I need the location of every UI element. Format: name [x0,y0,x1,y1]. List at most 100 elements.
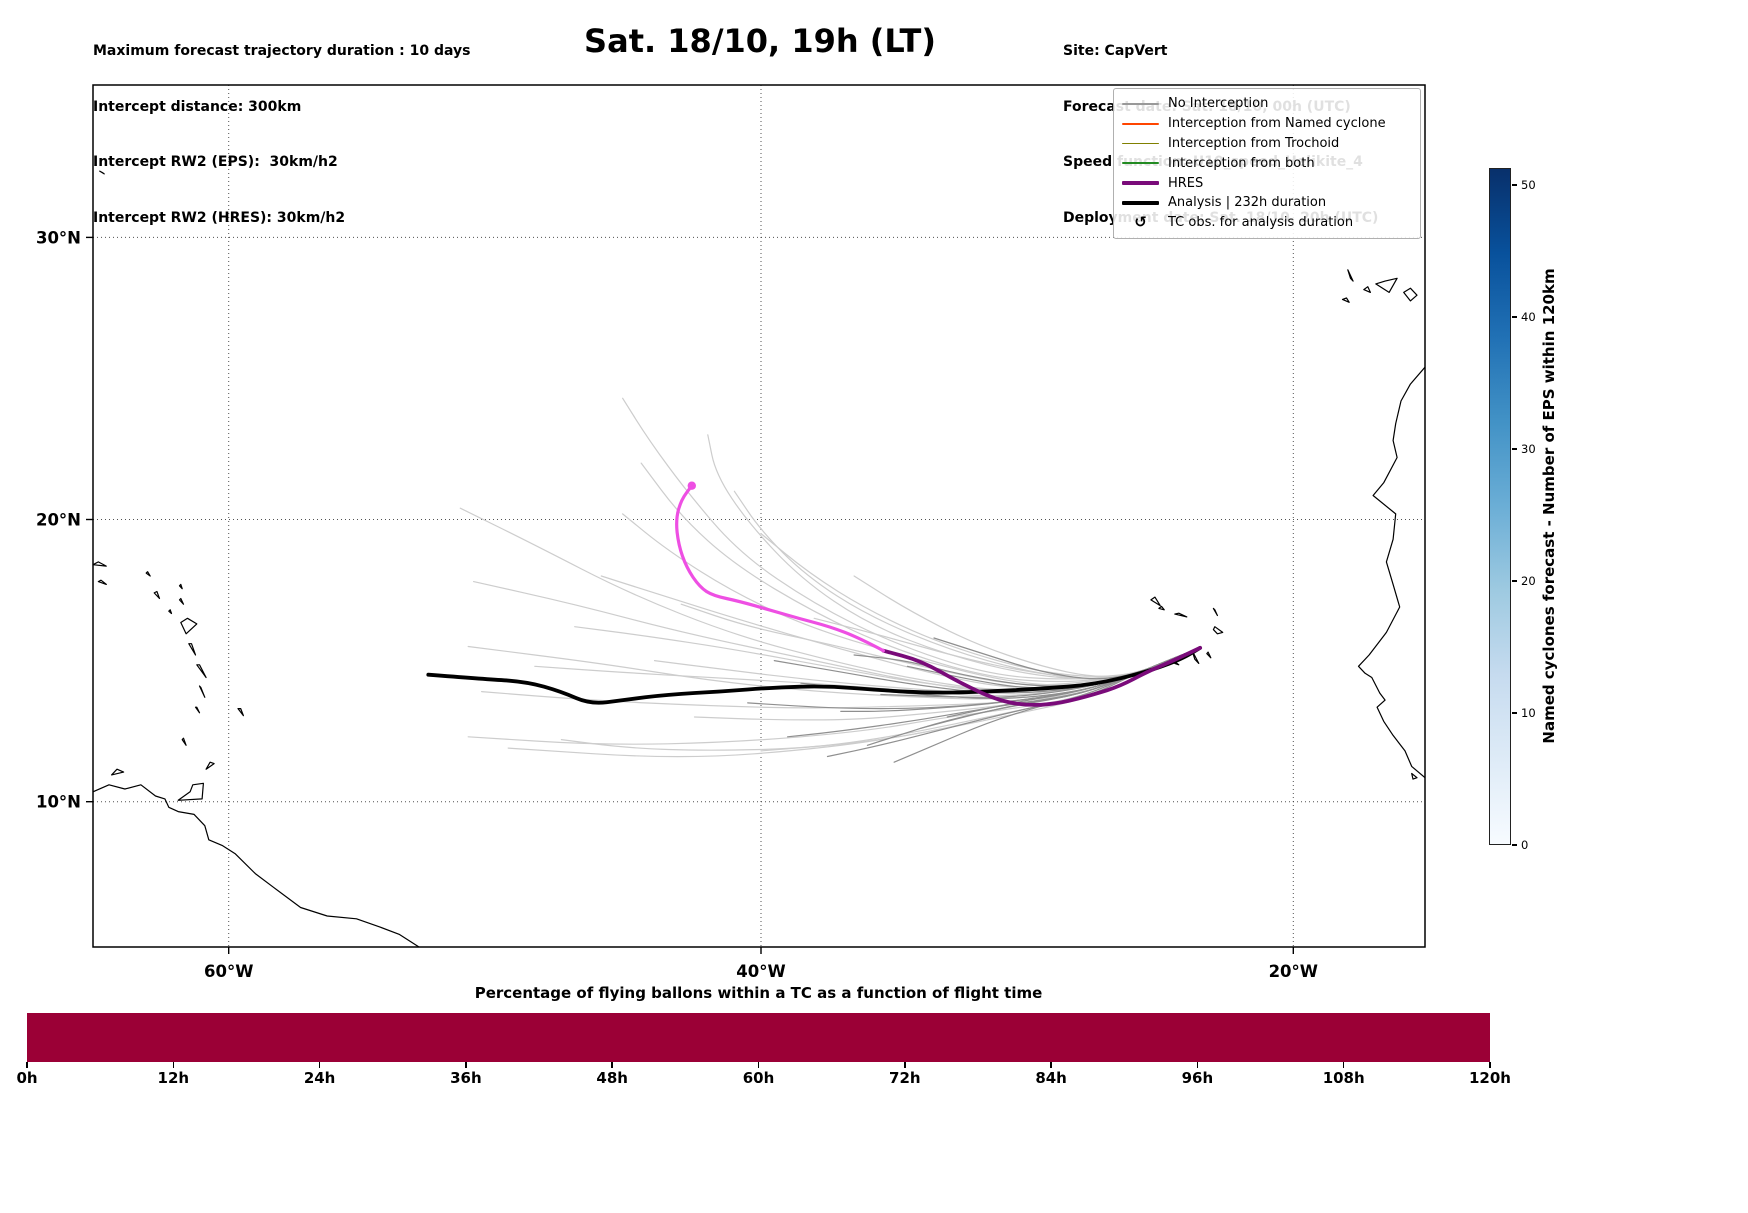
legend-entry: Analysis | 232h duration [1122,193,1412,213]
legend-label: Interception from Trochoid [1168,135,1340,151]
flight-time-tickmark [1050,1062,1052,1068]
flight-time-tickmark [318,1062,321,1068]
colorbar-tickmark [1512,184,1517,186]
flight-time-tick-label: 12h [157,1069,190,1087]
eps-highlight-trajectory [675,484,885,653]
flight-time-tickmark [172,1062,175,1068]
flight-time-tickmark [904,1062,906,1068]
coastline-south-america-coast [93,784,420,947]
flight-time-tick-label: 60h [742,1069,775,1087]
flight-time-tick-label: 120h [1469,1069,1511,1087]
coastline-capeverde-maio [1206,651,1212,659]
legend-line-sample [1122,181,1159,186]
coastline-antilles-guadeloupe [180,617,198,635]
legend-line-sample [1122,103,1159,105]
legend-entry: HRES [1122,173,1412,193]
coastline-margarita-island [111,768,125,776]
flight-time-tick-label: 96h [1181,1069,1214,1087]
flight-time-tickmark [1196,1062,1199,1068]
colorbar-label: Named cyclones forecast - Number of EPS … [1540,268,1558,744]
legend-line-swatch [1122,162,1159,165]
coastline-antilles-dominica [188,643,197,656]
flight-time-tick-label: 36h [450,1069,482,1087]
tc-obs-symbol-icon: ↺ [1134,213,1147,232]
legend-label: Analysis | 232h duration [1168,195,1327,211]
legend-line-sample [1122,200,1159,205]
legend-entry: ↺ TC obs. for analysis duration [1122,213,1412,233]
lon-tick-label: 20°W [1269,962,1318,981]
flight-time-tickmark [465,1062,467,1068]
coastline-st-croix [97,579,107,585]
coastline-canary-el-hierro [1341,297,1350,303]
param-intercept-distance: Intercept distance: 300km [93,98,302,115]
legend-label: Interception from Named cyclone [1168,116,1386,132]
coastline-canary-la-gomera [1363,286,1371,293]
coastline-antilles-st-kitts [153,590,161,600]
coastline-capeverde-sao-vicente [1158,605,1165,611]
legend-label: No Interception [1168,96,1269,112]
colorbar-tick-label: 50 [1521,177,1536,192]
lat-tick-label: 20°N [36,511,81,530]
colorbar-tickmark [1512,316,1517,318]
coastline-bijagos-islet [1411,772,1418,780]
eps-members-light [459,397,1201,758]
coastline-bermuda [99,170,105,175]
coastline-antilles-st-vincent [194,706,201,714]
colorbar-tickmark [1512,448,1517,450]
coastline-antilles-grenada [181,737,187,746]
colorbar-tickmark [1512,580,1517,582]
legend-line-swatch [1122,200,1159,205]
coastline-virgin-islands [93,561,107,567]
colorbar [1489,168,1511,845]
lat-tick-label: 30°N [36,228,81,247]
legend-label: TC obs. for analysis duration [1168,215,1354,231]
coastline-capeverde-boa-vista [1212,626,1224,635]
coastline-capeverde-sao-nicolau [1174,612,1188,618]
coastline-canary-la-palma [1347,269,1354,282]
legend: No Interception Interception from Named c… [1113,88,1421,239]
param-max-duration: Maximum forecast trajectory duration : 1… [93,43,471,59]
colorbar-tick-label: 40 [1521,309,1536,324]
coastline-capeverde-santiago [1191,650,1200,664]
legend-line-swatch [1122,181,1159,186]
eps-trajectory [707,434,1201,680]
legend-label: Interception from both [1168,155,1315,171]
hres-trajectory [881,646,1202,707]
flight-time-tickmark [1489,1062,1491,1068]
coastline-antilles-st-martin [145,571,151,577]
legend-line-sample [1122,142,1159,145]
param-intercept-rw2-eps: Intercept RW2 (EPS): 30km/h2 [93,154,338,170]
param-intercept-rw2-hres: Intercept RW2 (HRES): 30km/h2 [93,209,346,226]
bottom-chart-title: Percentage of flying ballons within a TC… [474,984,1043,1002]
lat-tick-label: 10°N [36,793,81,812]
legend-line-sample [1122,162,1159,165]
legend-line-swatch [1122,103,1159,105]
colorbar-tick-label: 30 [1521,441,1536,456]
coastline-africa-coast [1357,366,1425,779]
colorbar-tickmark [1512,844,1517,846]
flight-time-tickmark [26,1062,28,1068]
eps-trajectory [560,647,1201,751]
flight-time-tick-label: 0h [16,1069,38,1087]
coastline-antilles-montserrat [168,609,173,615]
eps-trajectory [733,490,1201,680]
coastline-trinidad [177,782,204,801]
flight-time-tick-label: 72h [889,1069,921,1087]
flight-time-tickmark [757,1062,760,1068]
info-site: Site: CapVert [1063,43,1168,59]
flight-time-tick-label: 24h [303,1069,336,1087]
eps-trajectory [467,645,1201,700]
eps-trajectory [760,533,1201,677]
map-frame [92,84,1426,948]
coastline-antilles-martinique [196,664,207,679]
analysis-trajectory [426,646,1202,705]
run-parameters-block: Maximum forecast trajectory duration : 1… [93,5,470,264]
lon-tick-label: 60°W [204,962,253,981]
colorbar-tick-label: 10 [1521,705,1536,720]
colorbar-tick-label: 0 [1521,837,1529,852]
coastline-canary-tenerife [1375,277,1398,293]
flight-time-tick-label: 84h [1035,1069,1067,1087]
flight-time-tick-label: 108h [1322,1069,1365,1087]
flight-time-tickmark [1342,1062,1345,1068]
